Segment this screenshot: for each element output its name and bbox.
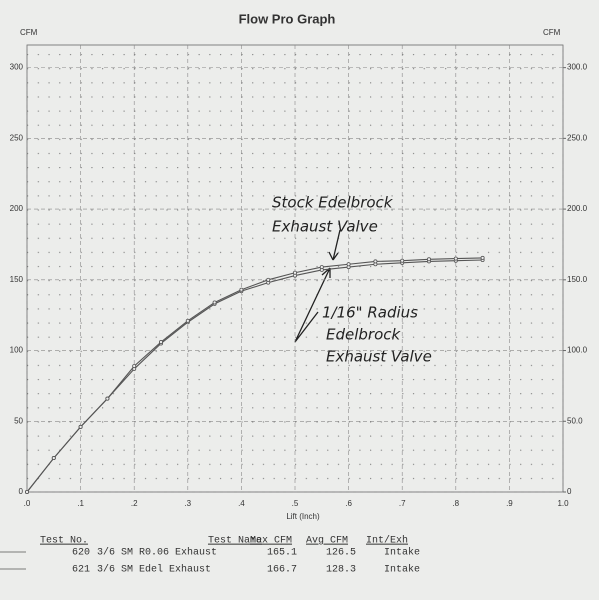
table-cell: 620	[72, 548, 90, 559]
point	[373, 259, 378, 264]
table-cell: 621	[72, 565, 90, 576]
x-tick-label: .4	[238, 499, 245, 508]
x-tick-label: .9	[506, 499, 513, 508]
point	[105, 396, 110, 401]
table-header: Int/Exh	[366, 535, 408, 547]
series-line	[26, 257, 483, 493]
table-cell: 3/6 SM Edel Exhaust	[97, 564, 211, 576]
table-cell: 166.7	[267, 565, 297, 576]
table-cell: 126.5	[326, 548, 356, 559]
point	[292, 270, 297, 275]
y-tick-label: 150	[10, 275, 24, 284]
x-tick-label: 1.0	[557, 499, 569, 508]
y2-tick-label: 300.0	[567, 63, 588, 72]
annotation: Edelbrock	[326, 326, 402, 344]
y2-tick-label: 0	[567, 487, 572, 496]
point	[212, 300, 217, 305]
annotation: Exhaust Valve	[326, 348, 432, 366]
y-tick-label: 0	[19, 487, 24, 496]
chart-title: Flow Pro Graph	[239, 11, 336, 26]
x-tick-label: .3	[184, 499, 191, 508]
y-tick-label: 100	[10, 346, 24, 355]
y-tick-label: 200	[10, 204, 24, 213]
point	[78, 424, 83, 429]
x-tick-label: .1	[77, 499, 84, 508]
table-header: Max CFM	[250, 536, 292, 547]
table-header: Avg CFM	[306, 536, 348, 547]
x-tick-label: .7	[399, 499, 406, 508]
table-header: Test Name	[208, 536, 262, 547]
x-tick-label: .2	[131, 499, 138, 508]
annotation-arrow	[328, 229, 341, 261]
x-tick-label: .0	[24, 499, 31, 508]
y-axis-label: CFM	[20, 28, 38, 37]
y2-tick-label: 50.0	[567, 416, 583, 425]
point	[426, 257, 431, 262]
x-tick-label: .5	[292, 499, 299, 508]
point	[185, 318, 190, 323]
table-cell: Intake	[384, 547, 420, 559]
y-tick-label: 250	[10, 133, 24, 142]
y2-tick-label: 200.0	[567, 204, 588, 213]
y-tick-label: 50	[14, 416, 23, 425]
table-cell: 165.1	[267, 548, 297, 559]
point	[400, 258, 405, 263]
table-cell: Intake	[384, 564, 420, 576]
point	[346, 262, 351, 267]
y2-tick-label: 150.0	[567, 275, 588, 284]
point	[24, 489, 29, 494]
point	[480, 255, 485, 260]
annotation: Stock Edelbrock	[272, 194, 394, 212]
y-tick-label: 300	[10, 63, 24, 72]
table-cell: 3/6 SM R0.06 Exhaust	[97, 547, 217, 559]
y2-tick-label: 250.0	[567, 133, 588, 142]
annotation: 1/16" Radius	[322, 304, 418, 322]
annotation: Exhaust Valve	[272, 218, 378, 236]
point	[239, 287, 244, 292]
point	[51, 456, 56, 461]
table-cell: 128.3	[326, 565, 356, 576]
point	[453, 256, 458, 261]
x-tick-label: .6	[345, 499, 352, 508]
table-header: Test No.	[40, 536, 88, 547]
point	[132, 364, 137, 369]
x-axis-label: Lift (Inch)	[286, 512, 320, 521]
y2-axis-label: CFM	[543, 28, 561, 37]
point	[158, 340, 163, 345]
point	[319, 265, 324, 270]
x-tick-label: .8	[452, 499, 459, 508]
y2-tick-label: 100.0	[567, 346, 588, 355]
point	[266, 277, 271, 282]
